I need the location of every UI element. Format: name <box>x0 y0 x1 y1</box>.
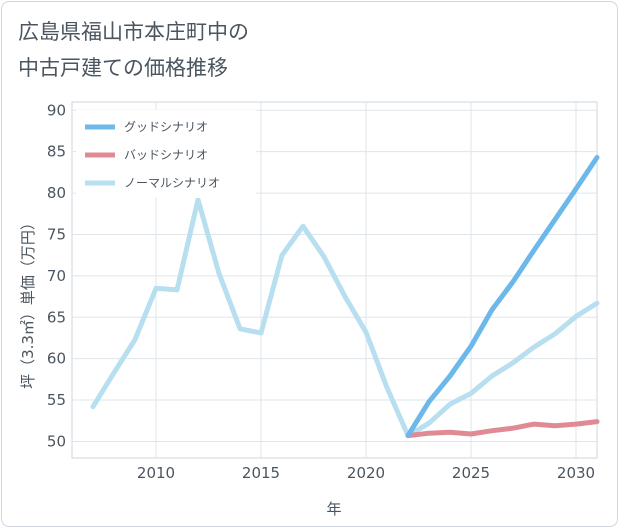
y-tick-label: 85 <box>47 143 66 161</box>
x-tick-label: 2030 <box>557 464 595 482</box>
x-tick-label: 2010 <box>137 464 175 482</box>
series-line-normal <box>90 197 600 439</box>
y-tick-label: 80 <box>47 184 66 202</box>
y-tick-label: 55 <box>47 391 66 409</box>
legend-label-good: グッドシナリオ <box>124 120 208 134</box>
chart-title-line-2: 中古戸建ての価格推移 <box>18 56 228 80</box>
series-line-bad <box>405 419 600 439</box>
x-axis-title: 年 <box>326 500 341 518</box>
y-tick-label: 50 <box>47 432 66 450</box>
x-tick-label: 2015 <box>242 464 280 482</box>
chart-title-line-1: 広島県福山市本庄町中の <box>18 20 249 44</box>
x-tick-label: 2025 <box>452 464 490 482</box>
legend-label-normal: ノーマルシナリオ <box>124 176 220 190</box>
series-line-good <box>405 155 600 439</box>
legend: グッドシナリオ バッドシナリオ ノーマルシナリオ <box>76 110 256 198</box>
y-tick-label: 65 <box>47 308 66 326</box>
x-tick-label: 2020 <box>347 464 385 482</box>
series-layer <box>90 155 600 439</box>
y-tick-label: 90 <box>47 101 66 119</box>
y-axis-title: 坪（3.3㎡）単価（万円） <box>19 215 37 389</box>
tick-labels: 50 55 60 65 70 75 80 85 90 2010 2015 2020 2025 2030 <box>47 101 595 482</box>
legend-label-bad: バッドシナリオ <box>124 148 208 162</box>
y-tick-label: 60 <box>47 350 66 368</box>
y-tick-label: 70 <box>47 267 66 285</box>
chart-title: 広島県福山市本庄町中の 中古戸建ての価格推移 <box>18 14 249 86</box>
y-tick-label: 75 <box>47 225 66 243</box>
